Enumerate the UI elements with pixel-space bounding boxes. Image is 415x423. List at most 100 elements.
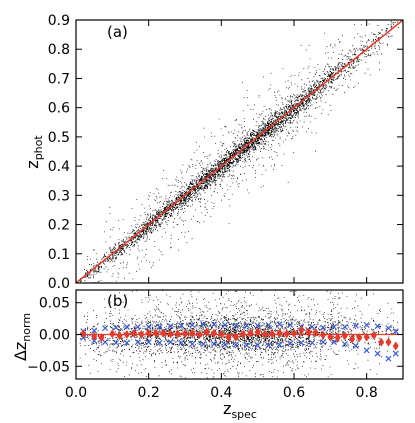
bottom-y-axis-label: Δznorm (11, 313, 33, 361)
bottom-x-tick-label: 0.2 (138, 385, 160, 401)
red-diamond-marker (116, 331, 123, 341)
blue-x-marker-lower (211, 341, 218, 348)
top-y-tick-label: 0.6 (48, 101, 70, 117)
top-panel-label: (a) (107, 23, 128, 41)
blue-x-marker-upper (341, 323, 348, 330)
top-x-ticks (75, 20, 368, 283)
red-diamond-marker (80, 329, 87, 339)
blue-x-marker-upper (91, 327, 98, 334)
blue-x-marker-upper (156, 323, 163, 330)
top-y-tick-label: 0.7 (48, 71, 70, 87)
red-diamond-marker (189, 328, 196, 338)
blue-x-marker-lower (276, 341, 283, 348)
blue-x-marker-lower (167, 339, 174, 346)
blue-x-marker-upper (211, 321, 218, 328)
red-diamond-marker (312, 328, 319, 338)
x-axis-label: zspec (223, 399, 257, 421)
blue-x-marker-upper (112, 324, 119, 331)
blue-x-marker-lower (134, 339, 141, 346)
blue-x-marker-lower (156, 339, 163, 346)
top-one-to-one-line (75, 19, 404, 284)
blue-x-marker-upper (363, 321, 370, 328)
bottom-panel-label: (b) (107, 292, 128, 310)
blue-x-marker-upper (178, 322, 185, 329)
blue-x-marker-lower (123, 339, 130, 346)
blue-x-marker-upper (320, 324, 327, 331)
top-y-axis-label-main: z (23, 160, 42, 168)
blue-x-marker-lower (254, 342, 261, 349)
blue-x-marker-upper (221, 321, 228, 328)
blue-x-marker-upper (102, 325, 109, 332)
blue-x-marker-upper (330, 323, 337, 330)
red-diamond-marker (349, 334, 356, 344)
red-diamond-marker (91, 331, 98, 341)
blue-x-marker-upper (145, 323, 152, 330)
blue-x-marker-lower (287, 340, 294, 347)
top-y-axis-label: zphot (23, 135, 45, 169)
blue-x-marker-upper (385, 325, 392, 332)
red-diamond-marker (320, 330, 327, 340)
blue-x-marker-lower (112, 339, 119, 346)
bottom-y-ticks: −0.05 0.00 0.05 (27, 296, 403, 375)
blue-x-marker-lower (265, 342, 272, 349)
red-diamond-marker (109, 329, 116, 339)
top-y-tick-label: 0.4 (48, 159, 70, 175)
blue-x-marker-upper (123, 323, 130, 330)
bottom-y-tick-label: 0.00 (39, 328, 70, 344)
bottom-x-tick-label: 0.0 (65, 385, 87, 401)
top-panel-photz-vs-specz: 0.0 0.1 0.2 0.3 0.4 0.5 0.6 0.7 0.8 0.9 (a) zphot (23, 13, 404, 292)
top-y-tick-label: 0.2 (48, 218, 70, 234)
blue-x-marker-upper (309, 323, 316, 330)
top-scatter-points (79, 21, 399, 283)
blue-x-marker-lower (232, 341, 239, 348)
red-diamond-marker (196, 330, 203, 339)
blue-x-marker-lower (145, 339, 152, 346)
blue-x-marker-lower (352, 342, 359, 349)
blue-x-marker-upper (189, 321, 196, 328)
red-diamond-marker (240, 330, 247, 339)
red-diamond-marker (182, 329, 188, 339)
red-diamond-marker (341, 331, 348, 341)
blue-x-marker-upper (167, 323, 174, 330)
top-y-tick-label: 0.8 (48, 42, 70, 58)
bottom-x-ticks: 0.0 0.2 0.4 0.6 0.8 (65, 290, 378, 401)
red-diamond-marker (327, 332, 334, 342)
blue-x-marker-upper (254, 322, 261, 329)
red-diamond-marker (334, 333, 341, 343)
red-diamond-marker (145, 328, 152, 338)
red-diamond-marker (283, 329, 290, 339)
blue-x-marker-lower (243, 342, 250, 349)
bottom-y-axis-label-main: Δz (11, 342, 30, 361)
blue-x-marker-lower (330, 339, 337, 346)
bottom-y-tick-label: 0.05 (39, 296, 70, 312)
blue-x-marker-lower (102, 339, 109, 346)
blue-x-marker-upper (374, 323, 381, 330)
top-y-tick-label: 0.5 (48, 130, 70, 146)
blue-x-marker-upper (200, 321, 207, 328)
blue-x-marker-upper (232, 322, 239, 329)
red-diamond-marker (363, 332, 370, 342)
blue-x-marker-upper (276, 321, 283, 328)
red-diamond-marker (385, 337, 392, 347)
top-y-tick-label: 0.1 (48, 247, 70, 263)
blue-x-marker-lower (392, 350, 399, 357)
blue-x-marker-lower (320, 339, 327, 346)
blue-x-marker-upper (134, 323, 141, 330)
top-y-ticks: 0.0 0.1 0.2 0.3 0.4 0.5 0.6 0.7 0.8 0.9 (48, 13, 403, 292)
red-diamond-marker (370, 330, 377, 340)
red-diamond-marker (138, 330, 145, 339)
red-diamond-marker (305, 327, 312, 337)
red-diamond-marker (131, 328, 138, 338)
blue-x-marker-lower (309, 339, 316, 346)
red-diamond-marker (225, 333, 232, 343)
red-diamond-marker (167, 329, 174, 339)
bottom-marker-series (80, 321, 399, 362)
blue-x-marker-upper (352, 322, 359, 329)
top-y-tick-label: 0.9 (48, 13, 70, 29)
red-diamond-marker (98, 333, 105, 343)
red-diamond-marker (378, 337, 385, 347)
bottom-x-tick-label: 0.4 (210, 385, 232, 401)
blue-x-marker-upper (287, 321, 294, 328)
bottom-y-tick-label: −0.05 (27, 359, 70, 375)
